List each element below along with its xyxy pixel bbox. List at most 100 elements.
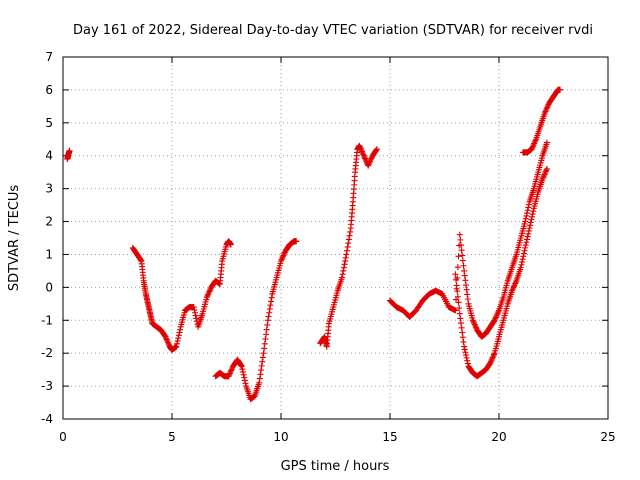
data-point-marker <box>262 336 269 343</box>
data-point-marker <box>357 144 364 151</box>
data-point-marker <box>175 335 182 342</box>
x-tick-label: 10 <box>273 430 288 444</box>
grid <box>63 57 608 419</box>
data-point-marker <box>461 267 468 274</box>
data-point-marker <box>258 367 265 374</box>
data-point-marker <box>544 102 551 109</box>
data-point-marker <box>455 253 462 260</box>
data-point-marker <box>454 293 461 300</box>
data-point-marker <box>522 215 529 222</box>
data-point-marker <box>458 242 465 249</box>
data-point-marker <box>524 233 531 240</box>
data-point-marker <box>460 262 467 269</box>
data-point-marker <box>206 288 213 295</box>
data-point-marker <box>529 143 536 150</box>
data-point-marker <box>173 343 180 350</box>
data-point-marker <box>527 222 534 229</box>
data-point-marker <box>238 363 245 370</box>
data-point-marker <box>527 219 534 226</box>
data-point-marker <box>175 332 182 339</box>
data-point-marker <box>227 241 234 248</box>
data-point-marker <box>542 170 549 177</box>
data-point-marker <box>525 230 532 237</box>
data-point-marker <box>66 147 73 154</box>
data-point-marker <box>543 139 550 146</box>
data-point-marker <box>162 333 169 340</box>
y-tick-label: -4 <box>41 412 53 426</box>
data-point-marker <box>345 236 352 243</box>
data-point-marker <box>464 360 471 367</box>
y-tick-label: -2 <box>41 346 53 360</box>
data-point-marker <box>510 283 517 290</box>
data-point-marker <box>459 252 466 259</box>
data-point-marker <box>226 370 233 377</box>
data-point-marker <box>544 104 551 111</box>
data-point-marker <box>472 324 479 331</box>
data-point-marker <box>191 306 198 313</box>
x-tick-label: 25 <box>600 430 615 444</box>
data-point-marker <box>518 261 525 268</box>
y-tick-label: 6 <box>45 83 53 97</box>
data-point-marker <box>344 243 351 250</box>
data-point-marker <box>471 321 478 328</box>
data-point-marker <box>206 287 213 294</box>
data-point-marker <box>524 210 531 217</box>
data-point-marker <box>228 366 235 373</box>
data-point-marker <box>461 343 468 350</box>
data-point-marker <box>525 201 532 208</box>
data-point-marker <box>525 204 532 211</box>
data-point-marker <box>462 277 469 284</box>
y-tick-label: -1 <box>41 313 53 327</box>
data-point-marker <box>373 146 380 153</box>
data-point-marker <box>192 309 199 316</box>
data-point-marker <box>529 213 536 220</box>
data-point-marker <box>493 313 500 320</box>
data-point-marker <box>340 267 347 274</box>
data-point-marker <box>241 377 248 384</box>
data-point-marker <box>228 367 235 374</box>
data-point-marker <box>459 257 466 264</box>
data-point-marker <box>345 240 352 247</box>
data-point-marker <box>453 276 460 283</box>
data-point-marker <box>490 353 497 360</box>
data-point-marker <box>528 146 535 153</box>
x-tick-label: 20 <box>491 430 506 444</box>
data-point-marker <box>174 337 181 344</box>
data-point-marker <box>239 366 246 373</box>
data-segment <box>317 142 380 350</box>
data-point-marker <box>522 244 529 251</box>
data-segment <box>452 165 550 380</box>
data-point-marker <box>176 329 183 336</box>
data-point-marker <box>469 317 476 324</box>
data-point-marker <box>256 375 263 382</box>
data-point-marker <box>263 331 270 338</box>
data-point-marker <box>204 292 211 299</box>
data-point-marker <box>495 308 502 315</box>
data-point-marker <box>541 109 548 116</box>
data-point-marker <box>342 254 349 261</box>
plot-frame <box>62 56 609 420</box>
data-point-marker <box>362 155 369 162</box>
data-point-marker <box>278 256 285 263</box>
data-point-marker <box>341 261 348 268</box>
data-point-marker <box>460 338 467 345</box>
data-point-marker <box>339 271 346 278</box>
data-point-marker <box>257 371 264 378</box>
data-point-marker <box>458 320 465 327</box>
y-tick-label: 3 <box>45 182 53 196</box>
x-axis-label: GPS time / hours <box>281 459 390 474</box>
data-point-marker <box>512 279 519 286</box>
y-tick-label: 1 <box>45 247 53 261</box>
data-point-marker <box>454 264 461 271</box>
data-point-marker <box>543 165 550 172</box>
data-point-marker <box>365 162 372 169</box>
data-point-marker <box>462 282 469 289</box>
data-point-marker <box>517 264 524 271</box>
data-point-marker <box>530 208 537 215</box>
data-point-marker <box>343 251 350 258</box>
data-point-marker <box>163 335 170 342</box>
data-point-marker <box>462 352 469 359</box>
data-point-marker <box>192 312 199 319</box>
data-point-marker <box>238 362 245 369</box>
data-point-marker <box>509 287 516 294</box>
